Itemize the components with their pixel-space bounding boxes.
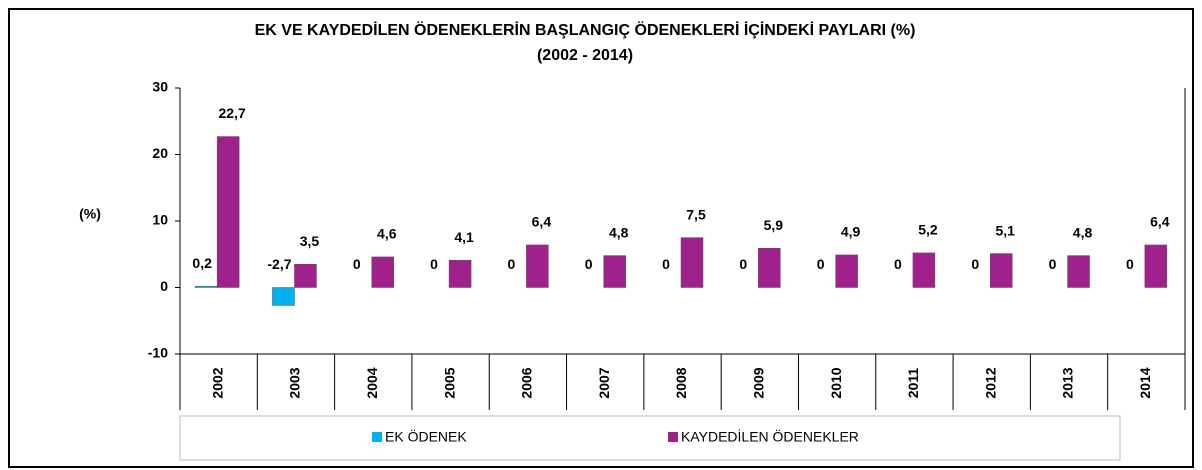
data-label: -2,7	[267, 256, 291, 272]
bar	[835, 254, 858, 288]
legend-label: EK ÖDENEK	[385, 428, 467, 445]
y-tick-label: -10	[148, 345, 168, 361]
data-label: 0	[1049, 256, 1057, 272]
y-tick-label: 0	[160, 278, 168, 294]
y-tick-label: 30	[152, 79, 168, 95]
x-tick-label: 2010	[828, 367, 844, 398]
data-label: 0	[507, 256, 515, 272]
x-tick-label: 2013	[1060, 367, 1076, 398]
bar	[1144, 244, 1168, 288]
bar	[194, 285, 218, 288]
data-label: 5,2	[918, 222, 938, 238]
data-label: 5,9	[764, 217, 784, 233]
y-axis-label: (%)	[79, 206, 101, 222]
bar	[758, 248, 781, 288]
data-label: 22,7	[219, 105, 246, 121]
legend-swatch	[372, 432, 382, 442]
data-label: 6,4	[1150, 214, 1170, 230]
data-label: 0	[971, 256, 979, 272]
x-tick-label: 2003	[287, 367, 303, 398]
data-label: 3,5	[300, 233, 320, 249]
y-tick-label: 20	[152, 145, 168, 161]
x-tick-label: 2008	[673, 367, 689, 398]
bar	[371, 256, 395, 288]
data-label: 0	[585, 256, 593, 272]
x-tick-label: 2014	[1137, 367, 1153, 398]
data-label: 0	[662, 256, 670, 272]
chart-title: EK VE KAYDEDİLEN ÖDENEKLERİN BAŞLANGIÇ Ö…	[255, 20, 916, 39]
bar	[216, 136, 240, 288]
data-label: 6,4	[532, 214, 552, 230]
bar	[526, 244, 549, 288]
data-label: 0	[430, 256, 438, 272]
data-label: 4,8	[609, 224, 629, 240]
x-tick-label: 2012	[982, 367, 998, 398]
legend-label: KAYDEDİLEN ÖDENEKLER	[681, 428, 859, 445]
data-label: 4,8	[1073, 224, 1093, 240]
legend-box	[179, 415, 1121, 461]
data-label: 0	[894, 256, 902, 272]
x-tick-label: 2002	[209, 367, 225, 398]
bar	[1067, 255, 1090, 288]
bar	[989, 253, 1013, 288]
x-tick-label: 2006	[519, 367, 535, 398]
data-label: 4,6	[377, 226, 397, 242]
y-tick-label: 10	[152, 212, 168, 228]
frame	[8, 8, 1194, 468]
data-label: 4,1	[454, 229, 474, 245]
bar	[294, 263, 317, 288]
data-label: 0	[739, 256, 747, 272]
data-label: 0	[1126, 256, 1134, 272]
data-label: 0,2	[192, 255, 212, 271]
data-label: 4,9	[841, 224, 861, 240]
data-label: 0	[817, 256, 825, 272]
data-label: 5,1	[995, 222, 1015, 238]
bar	[448, 259, 472, 288]
x-tick-label: 2007	[596, 367, 612, 398]
x-tick-label: 2004	[364, 367, 380, 398]
bar	[912, 252, 936, 288]
bar	[603, 255, 626, 288]
data-label: 7,5	[686, 206, 706, 222]
x-tick-label: 2011	[905, 368, 921, 399]
bar	[272, 287, 295, 306]
x-tick-label: 2009	[751, 367, 767, 398]
chart-subtitle: (2002 - 2014)	[537, 47, 633, 64]
legend-swatch	[668, 432, 678, 442]
data-label: 0	[353, 256, 361, 272]
x-tick-label: 2005	[441, 367, 457, 398]
bar	[680, 237, 704, 288]
